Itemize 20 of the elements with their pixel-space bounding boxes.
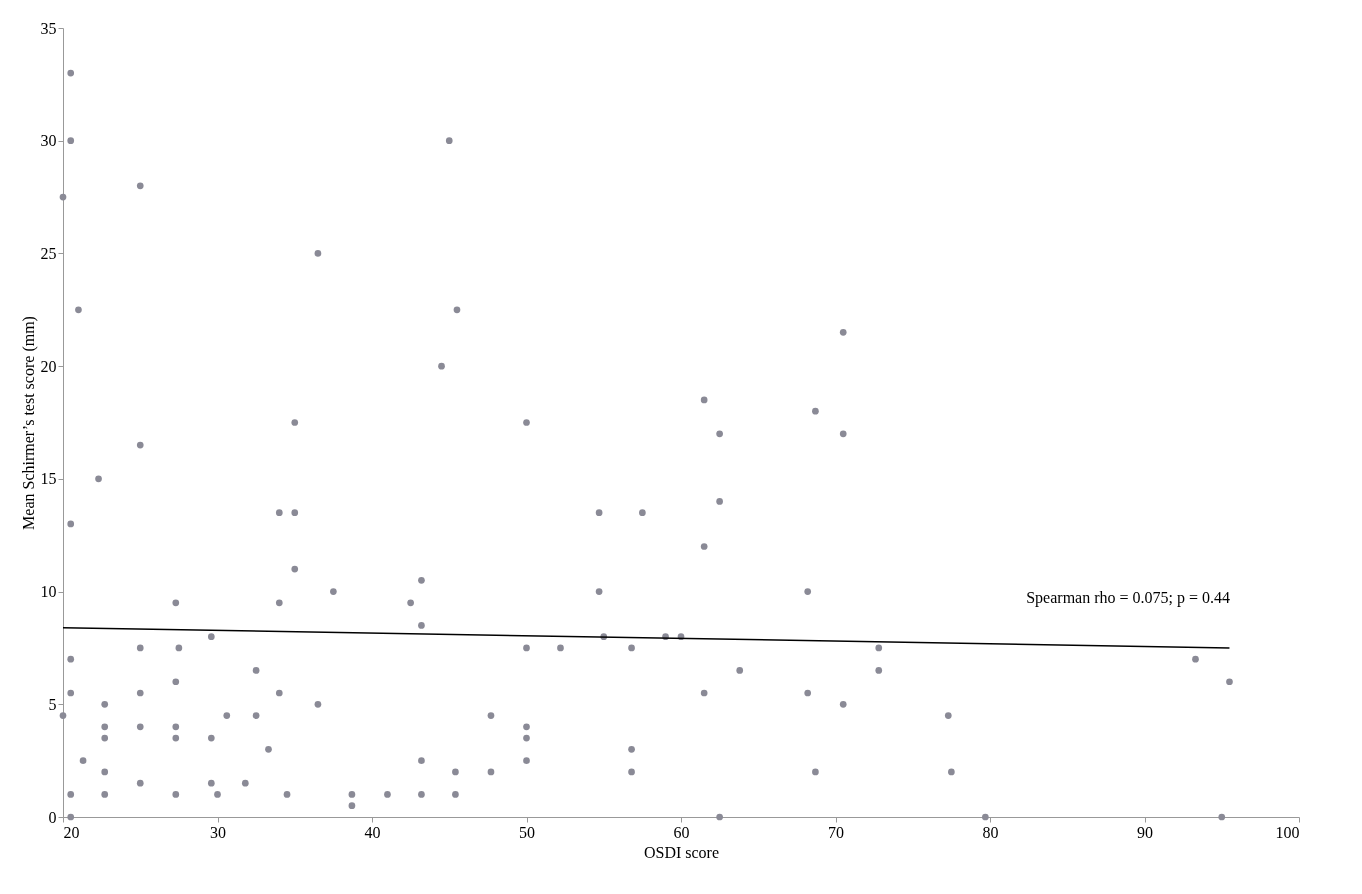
x-tick-label: 90 [1137,823,1153,841]
y-tick-label: 25 [40,244,57,262]
x-tick-label: 40 [364,823,381,841]
y-tick-label: 10 [40,583,57,601]
y-tick-label: 30 [40,132,57,150]
y-tick-label: 20 [40,357,57,375]
y-tick-label: 35 [40,19,57,37]
x-axis-title: OSDI score [643,843,720,861]
y-tick-label: 15 [40,470,57,488]
y-tick-label: 0 [48,808,57,826]
x-tick-label: 50 [519,823,535,841]
x-tick-label: 30 [210,823,226,841]
x-tick-label: 70 [828,823,844,841]
y-axis-title: Mean Schirmer’s test score (mm) [19,316,38,530]
x-tick-label: 20 [63,823,80,841]
x-tick-label: 100 [1275,823,1300,841]
annotation: Spearman rho = 0.075; p = 0.44 [1026,589,1230,607]
x-tick-label: 60 [673,823,690,841]
y-tick-label: 5 [48,695,57,713]
x-tick-label: 80 [982,823,999,841]
